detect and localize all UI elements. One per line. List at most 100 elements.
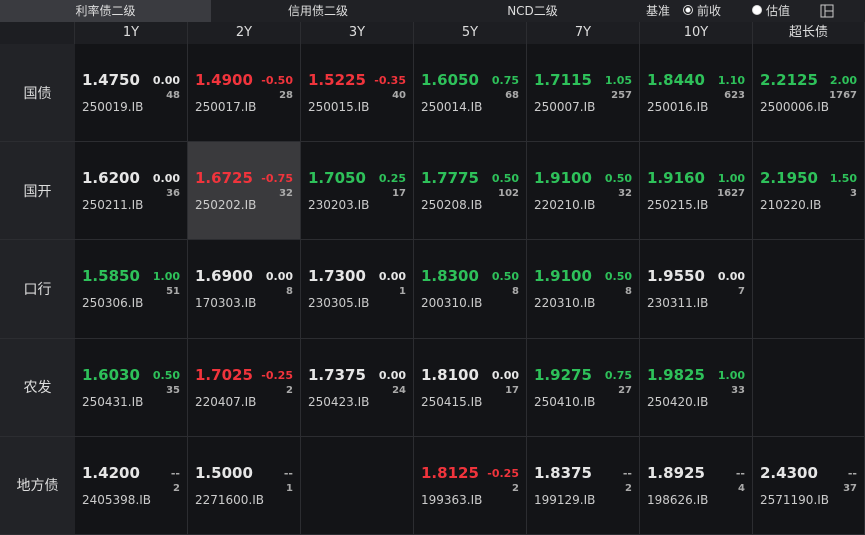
quote-cell[interactable]: 1.9160 1.00 1627 250215.IB bbox=[640, 142, 753, 241]
quote-cell[interactable]: 1.4900 -0.50 28 250017.IB bbox=[188, 44, 301, 143]
bond-code: 250415.IB bbox=[421, 394, 483, 409]
change: 1.50 bbox=[829, 172, 857, 186]
bond-code: 170303.IB bbox=[195, 296, 257, 311]
quote-cell[interactable]: 1.7115 1.05 257 250007.IB bbox=[527, 44, 640, 143]
quote-cell[interactable]: 1.5850 1.00 51 250306.IB bbox=[75, 240, 188, 339]
count: 623 bbox=[724, 90, 745, 101]
change: 0.50 bbox=[604, 270, 632, 284]
price: 1.8100 bbox=[421, 365, 479, 384]
count: 257 bbox=[611, 90, 632, 101]
column-header: 5Y bbox=[414, 22, 527, 44]
quote-cell[interactable]: 1.8925 -- 4 198626.IB bbox=[640, 436, 753, 535]
quote-cell[interactable]: 1.9550 0.00 7 230311.IB bbox=[640, 240, 753, 339]
price: 1.7375 bbox=[308, 365, 366, 384]
quote-cell[interactable]: 1.7300 0.00 1 230305.IB bbox=[301, 240, 414, 339]
quote-cell[interactable]: 1.8100 0.00 17 250415.IB bbox=[414, 338, 527, 437]
price: 1.8125 bbox=[421, 463, 479, 482]
bond-code: 199129.IB bbox=[534, 492, 596, 507]
quote-cell[interactable]: 1.6725 -0.75 32 250202.IB bbox=[188, 142, 301, 241]
change: 1.05 bbox=[604, 74, 632, 87]
quote-cell[interactable]: 1.8125 -0.25 2 199363.IB bbox=[414, 436, 527, 535]
quote-cell[interactable]: 1.8375 -- 2 199129.IB bbox=[527, 436, 640, 535]
count: 37 bbox=[843, 482, 857, 494]
price: 1.4900 bbox=[195, 71, 253, 89]
price: 1.9100 bbox=[534, 267, 592, 286]
count: 2 bbox=[286, 384, 293, 396]
change: 0.00 bbox=[378, 270, 406, 284]
change: -- bbox=[622, 466, 632, 480]
change: 1.00 bbox=[152, 270, 180, 284]
price: 1.4750 bbox=[82, 71, 140, 89]
price: 1.5850 bbox=[82, 267, 140, 286]
price: 1.8440 bbox=[647, 71, 705, 89]
change: 0.00 bbox=[491, 368, 519, 382]
count: 8 bbox=[625, 286, 632, 298]
change: 1.10 bbox=[717, 74, 745, 87]
price: 1.9275 bbox=[534, 365, 592, 384]
quote-cell[interactable]: 1.7375 0.00 24 250423.IB bbox=[301, 338, 414, 437]
quote-cell[interactable]: 1.5000 -- 1 2271600.IB bbox=[188, 436, 301, 535]
change: -- bbox=[847, 466, 857, 480]
bond-code: 250423.IB bbox=[308, 394, 370, 409]
radio-label[interactable]: 估值 bbox=[766, 4, 791, 18]
price: 1.9825 bbox=[647, 365, 705, 384]
quote-cell[interactable]: 1.8300 0.50 8 200310.IB bbox=[414, 240, 527, 339]
quote-cell[interactable]: 1.9275 0.75 27 250410.IB bbox=[527, 338, 640, 437]
quote-cell[interactable]: 1.4750 0.00 48 250019.IB bbox=[75, 44, 188, 143]
price: 1.6030 bbox=[82, 365, 140, 384]
quote-cell[interactable]: 1.7050 0.25 17 230203.IB bbox=[301, 142, 414, 241]
bond-code: 250202.IB bbox=[195, 198, 257, 213]
price: 1.6900 bbox=[195, 267, 253, 286]
quote-cell[interactable]: 1.5225 -0.35 40 250015.IB bbox=[301, 44, 414, 143]
bond-code: 2271600.IB bbox=[195, 492, 265, 507]
bond-code: 250410.IB bbox=[534, 394, 596, 409]
header-corner bbox=[0, 22, 75, 44]
quote-cell[interactable]: 1.9100 0.50 8 220310.IB bbox=[527, 240, 640, 339]
quote-cell[interactable]: 1.8440 1.10 623 250016.IB bbox=[640, 44, 753, 143]
bond-code: 250015.IB bbox=[308, 100, 370, 114]
quote-cell[interactable]: 1.6900 0.00 8 170303.IB bbox=[188, 240, 301, 339]
quote-cell[interactable]: 2.2125 2.00 1767 2500006.IB bbox=[753, 44, 865, 143]
price: 1.7025 bbox=[195, 365, 253, 384]
change: 0.25 bbox=[378, 172, 406, 186]
change: -- bbox=[735, 466, 745, 480]
quote-cell[interactable]: 1.9825 1.00 33 250420.IB bbox=[640, 338, 753, 437]
radio-label[interactable]: 前收 bbox=[697, 4, 722, 18]
price: 2.1950 bbox=[760, 169, 818, 188]
quote-cell[interactable]: 1.7025 -0.25 2 220407.IB bbox=[188, 338, 301, 437]
count: 8 bbox=[512, 286, 519, 298]
quote-cell[interactable]: 2.4300 -- 37 2571190.IB bbox=[753, 436, 865, 535]
tab[interactable]: NCD二级 bbox=[507, 4, 558, 18]
price: 1.8375 bbox=[534, 463, 592, 482]
quote-cell[interactable]: 1.6200 0.00 36 250211.IB bbox=[75, 142, 188, 241]
change: 0.75 bbox=[491, 74, 519, 87]
bond-code: 199363.IB bbox=[421, 492, 483, 507]
bond-code: 2571190.IB bbox=[760, 492, 830, 507]
change: 1.00 bbox=[717, 172, 745, 186]
change: 0.50 bbox=[604, 172, 632, 186]
quote-cell[interactable]: 1.7775 0.50 102 250208.IB bbox=[414, 142, 527, 241]
bond-code: 2405398.IB bbox=[82, 492, 152, 507]
tab[interactable]: 利率债二级 bbox=[0, 0, 211, 22]
quote-cell bbox=[753, 338, 865, 437]
price: 1.9550 bbox=[647, 267, 705, 286]
column-header: 10Y bbox=[640, 22, 753, 44]
quote-cell[interactable]: 1.4200 -- 2 2405398.IB bbox=[75, 436, 188, 535]
column-header: 超长债 bbox=[753, 22, 865, 44]
quote-cell[interactable]: 2.1950 1.50 3 210220.IB bbox=[753, 142, 865, 241]
bond-code: 2500006.IB bbox=[760, 100, 830, 114]
change: -- bbox=[283, 466, 293, 480]
quote-cell[interactable]: 1.6030 0.50 35 250431.IB bbox=[75, 338, 188, 437]
quote-cell[interactable]: 1.9100 0.50 32 220210.IB bbox=[527, 142, 640, 241]
tab-bar: 基准 利率债二级 信用债二级 NCD二级 前收 估值 bbox=[0, 0, 865, 22]
change: 1.00 bbox=[717, 368, 745, 382]
tab[interactable]: 信用债二级 bbox=[287, 4, 348, 18]
layout-icon[interactable] bbox=[820, 4, 834, 18]
quote-cell[interactable]: 1.6050 0.75 68 250014.IB bbox=[414, 44, 527, 143]
radio[interactable] bbox=[752, 5, 762, 15]
radio[interactable] bbox=[683, 5, 693, 15]
bond-code: 210220.IB bbox=[760, 198, 822, 213]
count: 102 bbox=[498, 188, 519, 200]
row-label: 口行 bbox=[0, 240, 75, 339]
change: -0.35 bbox=[374, 74, 406, 87]
